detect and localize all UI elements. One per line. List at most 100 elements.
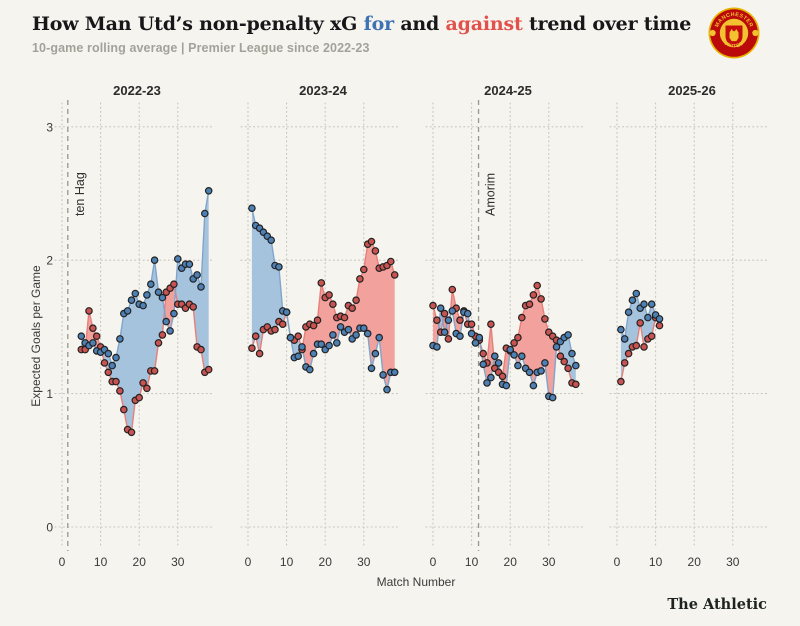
data-point	[632, 289, 641, 298]
y-axis-title: Expected Goals per Game	[29, 265, 43, 407]
xg-against-points	[248, 237, 399, 358]
data-point	[201, 209, 209, 218]
panel-2024-25: Amorim	[429, 100, 580, 551]
data-point	[548, 393, 557, 402]
data-point	[624, 349, 633, 358]
xg-for-dominant-area	[101, 260, 165, 433]
title-for-highlight: for	[363, 13, 394, 35]
data-point	[448, 285, 457, 294]
data-point	[636, 319, 645, 327]
data-point	[359, 324, 368, 333]
xg-against-dominant-area	[302, 241, 395, 390]
panel-2025-26	[617, 289, 664, 386]
data-point	[541, 359, 549, 367]
data-point	[617, 377, 625, 386]
data-point	[371, 247, 380, 255]
x-tick-label: 30	[726, 555, 740, 569]
data-point	[139, 379, 147, 387]
data-point	[85, 307, 93, 315]
data-point	[494, 359, 503, 367]
data-point	[305, 365, 314, 374]
data-point	[510, 339, 518, 347]
data-point	[640, 300, 648, 309]
data-point	[640, 343, 648, 351]
data-point	[255, 349, 264, 358]
data-point	[309, 321, 318, 330]
data-point	[371, 349, 380, 358]
data-point	[514, 361, 522, 370]
data-point	[510, 351, 518, 359]
data-point	[294, 332, 303, 341]
data-point	[479, 349, 488, 358]
title-text: How Man Utd’s non-penalty xG	[32, 13, 364, 35]
data-point	[386, 257, 395, 266]
data-point	[89, 324, 97, 333]
data-point	[298, 343, 306, 351]
data-point	[448, 307, 457, 315]
data-point	[143, 384, 151, 393]
data-point	[325, 291, 333, 299]
data-point	[248, 204, 256, 213]
data-point	[624, 308, 633, 317]
season-label: 2023-24	[299, 83, 347, 98]
axis-labels: 0 1 2 3 Expected Goals per Game Match Number 2…	[29, 83, 740, 589]
data-point	[286, 333, 295, 342]
data-point	[479, 360, 488, 369]
data-point	[271, 325, 279, 334]
data-point	[436, 304, 445, 313]
data-point	[647, 332, 656, 341]
data-point	[344, 325, 353, 334]
data-point	[131, 289, 140, 298]
xg-for-points	[429, 304, 580, 402]
xg-for-points	[617, 289, 664, 343]
title-against-highlight: against	[445, 13, 523, 35]
data-point	[571, 361, 580, 370]
data-point	[390, 368, 399, 377]
data-point	[440, 309, 449, 318]
data-point	[340, 313, 349, 322]
data-point	[204, 365, 213, 374]
x-tick-label: 20	[504, 555, 518, 569]
data-point	[120, 405, 128, 414]
data-point	[185, 260, 194, 269]
data-point	[127, 296, 136, 305]
data-point	[541, 315, 549, 323]
data-point	[150, 256, 159, 265]
data-point	[487, 373, 495, 382]
data-point	[379, 371, 387, 379]
title-text: trend over time	[522, 13, 692, 35]
data-point	[433, 316, 441, 325]
data-point	[158, 293, 167, 302]
panel-2022-23: ten Hag	[67, 100, 213, 551]
data-point	[127, 428, 136, 437]
x-tick-label: 30	[171, 555, 185, 569]
data-point	[383, 385, 391, 394]
x-tick-label: 10	[465, 555, 479, 569]
title-text: and	[393, 13, 446, 35]
data-point	[467, 320, 476, 329]
data-point	[170, 280, 178, 289]
data-point	[154, 339, 163, 347]
xg-against-points	[617, 313, 664, 386]
data-point	[282, 308, 291, 317]
data-point	[506, 345, 515, 354]
data-point	[150, 367, 159, 375]
data-point	[564, 364, 572, 373]
data-point	[325, 341, 333, 350]
data-point	[537, 295, 545, 303]
the-athletic-wordmark: The Athletic	[667, 596, 767, 613]
data-point	[552, 343, 561, 351]
season-label: 2024-25	[484, 83, 532, 98]
data-point	[89, 339, 97, 347]
x-axis-title: Match Number	[377, 575, 456, 589]
data-point	[617, 325, 625, 334]
data-point	[104, 368, 113, 377]
data-point	[571, 380, 580, 389]
data-point	[100, 359, 109, 367]
data-point	[116, 387, 124, 395]
data-point	[329, 331, 337, 339]
x-tick-label: 0	[245, 555, 252, 569]
data-point	[189, 303, 198, 311]
